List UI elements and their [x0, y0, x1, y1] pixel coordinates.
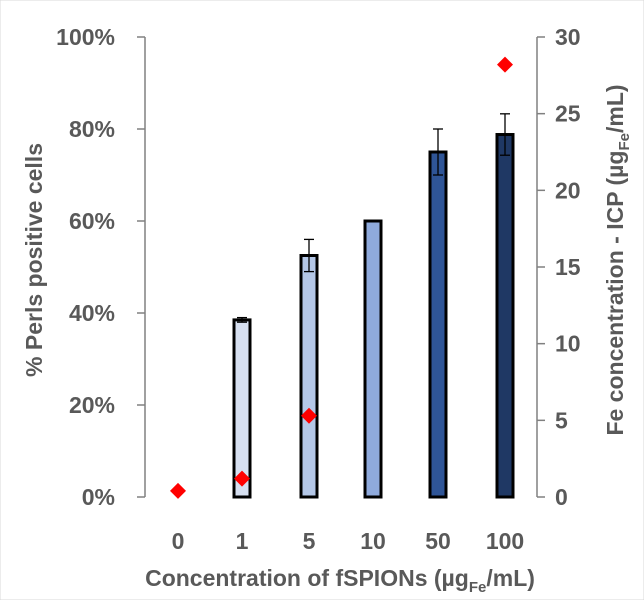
x-tick-label: 100: [486, 528, 524, 554]
left-tick-label: 40%: [69, 300, 115, 326]
left-tick-label: 80%: [69, 116, 115, 142]
right-tick-label: 5: [555, 407, 568, 433]
right-tick-label: 0: [555, 484, 568, 510]
left-tick-label: 60%: [69, 208, 115, 234]
x-axis-title: Concentration of fSPIONs (µgFe/mL): [145, 565, 535, 596]
bar: [363, 219, 383, 499]
x-tick-label: 5: [303, 528, 316, 554]
right-axis-title-end: /mL): [602, 84, 628, 133]
x-axis-title-end: /mL): [486, 565, 535, 591]
right-tick-label: 30: [555, 24, 581, 50]
x-tick-label: 1: [236, 528, 249, 554]
right-axis-title-sub: Fe: [616, 133, 633, 151]
x-axis-title-main: Concentration of fSPIONs (µg: [145, 565, 469, 591]
bar: [299, 254, 319, 499]
left-tick-label: 20%: [69, 392, 115, 418]
plot-area: [170, 56, 515, 499]
data-point: [234, 470, 250, 487]
right-axis-ticks: 0 5 10 15 20 25 30: [537, 24, 581, 510]
bar: [428, 150, 448, 499]
bar: [495, 133, 515, 499]
x-tick-label: 0: [172, 528, 185, 554]
left-axis-ticks: 0% 20% 40% 60% 80% 100%: [56, 24, 145, 510]
x-tick-label: 50: [425, 528, 451, 554]
right-tick-label: 20: [555, 177, 581, 203]
x-axis-title-sub: Fe: [469, 579, 487, 596]
bar: [232, 318, 252, 499]
left-axis-title: % Perls positive cells: [21, 143, 47, 377]
right-tick-label: 10: [555, 331, 581, 357]
right-axis-title: Fe concentration - ICP (µgFe/mL): [602, 84, 633, 435]
left-tick-label: 100%: [56, 24, 115, 50]
right-tick-label: 25: [555, 101, 581, 127]
data-point: [301, 407, 317, 424]
data-point: [170, 482, 186, 499]
data-point: [497, 56, 513, 73]
left-tick-label: 0%: [82, 484, 115, 510]
right-axis-title-main: Fe concentration - ICP (µg: [602, 151, 628, 436]
right-tick-label: 15: [555, 254, 581, 280]
x-tick-label: 10: [360, 528, 386, 554]
x-axis-ticks: 0 1 5 10 50 100: [172, 528, 525, 554]
